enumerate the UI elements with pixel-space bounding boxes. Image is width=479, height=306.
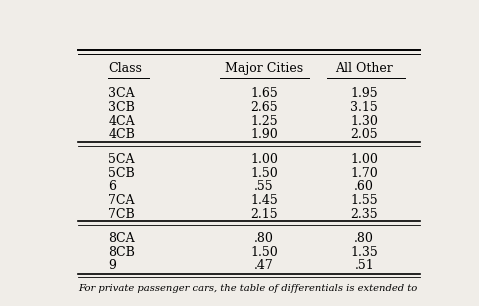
Text: 1.65: 1.65 xyxy=(250,88,278,100)
Text: 9: 9 xyxy=(108,259,116,272)
Text: 7CA: 7CA xyxy=(108,194,135,207)
Text: 1.95: 1.95 xyxy=(351,88,378,100)
Text: 2.65: 2.65 xyxy=(250,101,278,114)
Text: All Other: All Other xyxy=(335,62,393,75)
Text: 2.15: 2.15 xyxy=(250,208,278,221)
Text: 1.90: 1.90 xyxy=(250,129,278,141)
Text: .47: .47 xyxy=(254,259,274,272)
Text: 1.45: 1.45 xyxy=(250,194,278,207)
Text: 1.00: 1.00 xyxy=(350,153,378,166)
Text: 1.00: 1.00 xyxy=(250,153,278,166)
Text: 3CA: 3CA xyxy=(108,88,135,100)
Text: 7CB: 7CB xyxy=(108,208,135,221)
Text: .55: .55 xyxy=(254,180,274,193)
Text: 5CA: 5CA xyxy=(108,153,135,166)
Text: 1.70: 1.70 xyxy=(351,167,378,180)
Text: 8CA: 8CA xyxy=(108,232,135,245)
Text: 2.05: 2.05 xyxy=(351,129,378,141)
Text: 1.55: 1.55 xyxy=(351,194,378,207)
Text: 5CB: 5CB xyxy=(108,167,135,180)
Text: Class: Class xyxy=(108,62,142,75)
Text: .80: .80 xyxy=(354,232,374,245)
Text: 2.35: 2.35 xyxy=(351,208,378,221)
Text: For private passenger cars, the table of differentials is extended to: For private passenger cars, the table of… xyxy=(79,284,418,293)
Text: 3CB: 3CB xyxy=(108,101,135,114)
Text: Major Cities: Major Cities xyxy=(225,62,303,75)
Text: 1.35: 1.35 xyxy=(351,246,378,259)
Text: 1.25: 1.25 xyxy=(250,115,278,128)
Text: 1.30: 1.30 xyxy=(350,115,378,128)
Text: .51: .51 xyxy=(354,259,374,272)
Text: .80: .80 xyxy=(254,232,274,245)
Text: 4CB: 4CB xyxy=(108,129,135,141)
Text: 4CA: 4CA xyxy=(108,115,135,128)
Text: 3.15: 3.15 xyxy=(351,101,378,114)
Text: 1.50: 1.50 xyxy=(250,167,278,180)
Text: .60: .60 xyxy=(354,180,374,193)
Text: 6: 6 xyxy=(108,180,116,193)
Text: 1.50: 1.50 xyxy=(250,246,278,259)
Text: 8CB: 8CB xyxy=(108,246,135,259)
